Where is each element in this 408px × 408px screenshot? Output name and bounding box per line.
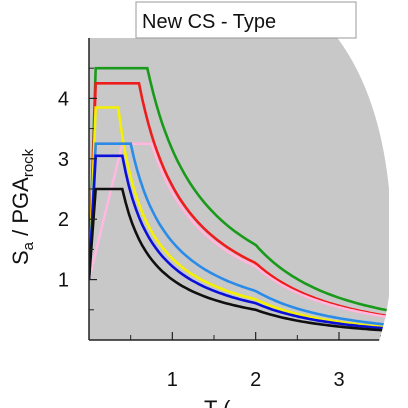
y-tick-label-1: 1	[58, 270, 69, 292]
tick-label-layer: 1 2 3 1 2 3 4	[58, 88, 345, 391]
x-tick-label-2: 2	[250, 369, 261, 391]
y-tick-label-2: 2	[58, 209, 69, 231]
series-line-8	[89, 187, 389, 332]
y-axis-label-main: S	[8, 250, 33, 265]
series-line-2	[89, 82, 389, 318]
chart-title: New CS - Type	[142, 11, 276, 33]
y-axis-label-sub-rock: rock	[20, 148, 37, 177]
y-axis-label-mid: / PGA	[8, 177, 33, 242]
tick-layer	[89, 67, 382, 340]
series-line-5	[89, 106, 389, 329]
series-line-6	[89, 142, 389, 327]
title-box	[135, 1, 357, 39]
x-tick-label-1: 1	[167, 369, 178, 391]
x-axis-label: T (	[204, 396, 231, 408]
x-tick-label-3: 3	[333, 369, 344, 391]
series-line-1	[89, 66, 389, 312]
y-tick-label-3: 3	[58, 149, 69, 171]
y-axis-label-sub-a: a	[20, 241, 37, 250]
series-line-7	[89, 154, 389, 330]
y-axis-label: Sa / PGArock	[8, 148, 37, 265]
y-tick-label-4: 4	[58, 88, 69, 110]
series-line-4	[89, 142, 389, 319]
series-layer	[89, 66, 389, 332]
